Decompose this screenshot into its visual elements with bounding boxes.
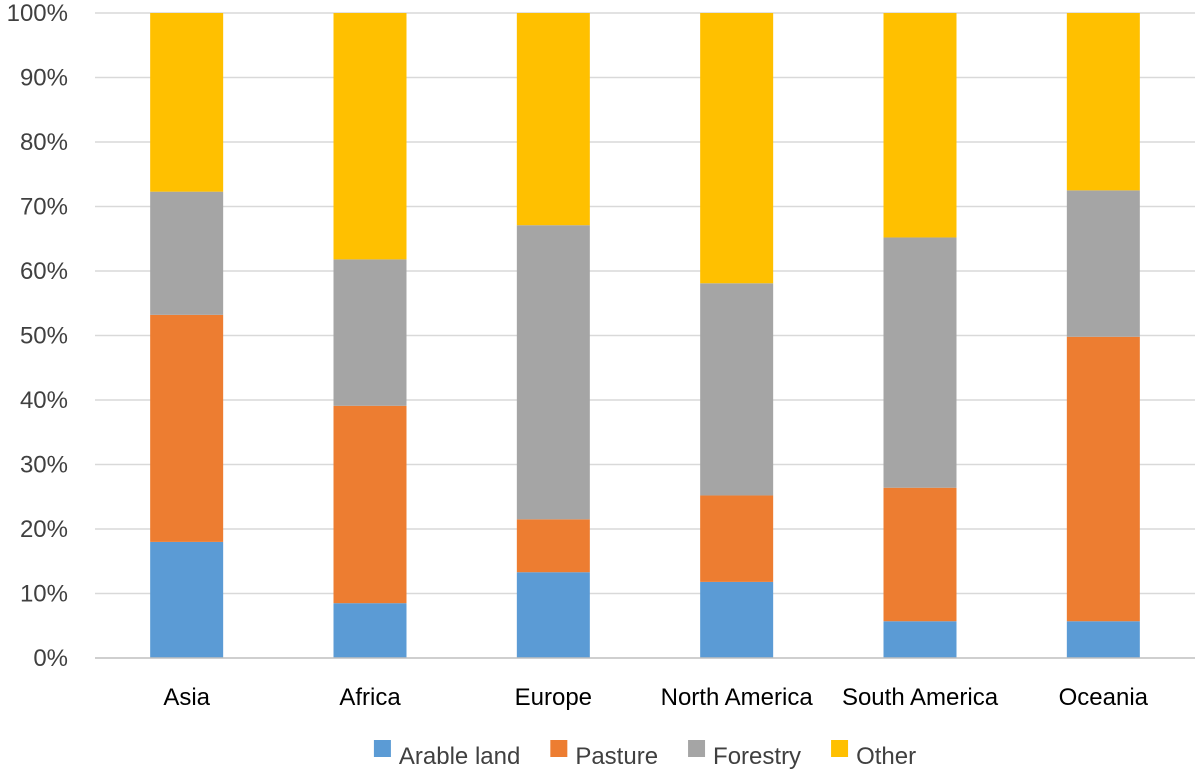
y-tick-label: 100%: [7, 0, 68, 27]
bar-segment: [700, 581, 774, 658]
bar-segment: [700, 495, 774, 582]
legend-item: Forestry: [688, 740, 801, 770]
y-tick-label: 60%: [20, 258, 68, 285]
legend-label: Forestry: [713, 743, 801, 770]
bar-segment: [883, 487, 957, 622]
bar-segment: [1066, 13, 1140, 191]
legend-swatch: [550, 740, 568, 757]
x-category-label: Europe: [515, 684, 592, 711]
legend: Arable land Pasture Forestry Other: [373, 740, 916, 770]
x-category-label: Oceania: [1059, 684, 1149, 711]
x-axis-category-labels: Asia Africa Europe North America South Ameri…: [163, 684, 1148, 711]
legend-item: Arable land: [373, 740, 520, 770]
x-category-label: Asia: [163, 684, 210, 711]
bar-segment: [516, 519, 590, 573]
legend-label: Arable land: [399, 743, 520, 770]
y-tick-label: 30%: [20, 452, 68, 479]
legend-label: Other: [856, 743, 916, 770]
bar-segment: [883, 621, 957, 658]
y-tick-label: 50%: [20, 323, 68, 350]
y-tick-label: 20%: [20, 516, 68, 543]
legend-swatch: [688, 740, 706, 757]
bar-segment: [333, 603, 407, 658]
y-tick-label: 0%: [33, 645, 68, 672]
y-tick-label: 10%: [20, 581, 68, 608]
bar-segment: [333, 405, 407, 604]
gridlines: [95, 12, 1195, 595]
bar-segment: [333, 259, 407, 406]
bar-segment: [1066, 336, 1140, 622]
legend-label: Pasture: [575, 743, 658, 770]
bars: [150, 13, 1140, 658]
x-category-label: North America: [661, 684, 814, 711]
bar-segment: [516, 572, 590, 658]
bar-segment: [883, 237, 957, 488]
y-tick-label: 40%: [20, 387, 68, 414]
bar-segment: [150, 314, 224, 542]
bar-segment: [516, 225, 590, 520]
bar-segment: [150, 191, 224, 315]
legend-item: Pasture: [550, 740, 658, 770]
x-category-label: Africa: [339, 684, 401, 711]
bar-segment: [516, 13, 590, 226]
legend-swatch: [831, 740, 849, 757]
bar-segment: [700, 13, 774, 284]
bar-segment: [883, 13, 957, 238]
bar-segment: [700, 283, 774, 496]
bar-segment: [150, 13, 224, 192]
legend-swatch: [373, 740, 391, 757]
y-tick-label: 80%: [20, 129, 68, 156]
bar-segment: [150, 541, 224, 658]
x-category-label: South America: [842, 684, 999, 711]
legend-item: Other: [831, 740, 916, 770]
y-tick-label: 70%: [20, 194, 68, 221]
bar-segment: [333, 13, 407, 260]
y-tick-label: 90%: [20, 65, 68, 92]
bar-segment: [1066, 190, 1140, 337]
bar-segment: [1066, 621, 1140, 658]
y-axis-tick-labels: 0% 10% 20% 30% 40% 50% 60% 70% 80% 90% 100%: [7, 0, 68, 672]
